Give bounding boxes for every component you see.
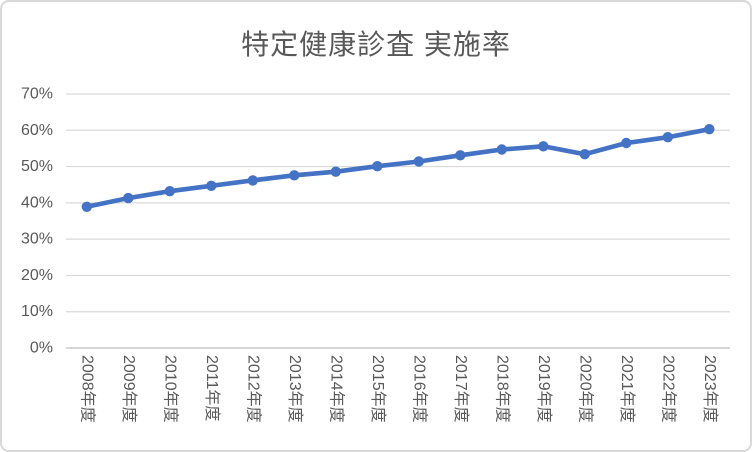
- x-axis-category-label: 2017年度: [452, 355, 470, 423]
- data-point-marker: [372, 161, 383, 172]
- data-point-marker: [621, 137, 632, 149]
- y-axis-tick-label: 0%: [30, 340, 53, 357]
- y-axis-tick-label: 40%: [21, 194, 53, 211]
- x-axis-category-label: 2015年度: [369, 355, 387, 423]
- y-axis-tick-label: 10%: [21, 303, 53, 320]
- y-axis-tick-label: 20%: [21, 267, 53, 284]
- data-point-marker: [538, 141, 549, 152]
- series-line: [84, 126, 712, 210]
- data-point-marker: [496, 144, 507, 155]
- x-axis-category-label: 2010年度: [161, 355, 179, 423]
- x-axis-category-label: 2018年度: [493, 355, 511, 423]
- x-axis-category-label: 2008年度: [78, 355, 96, 423]
- data-point-marker: [330, 166, 341, 177]
- x-axis-category-label: 2021年度: [618, 355, 636, 423]
- x-axis-category-label: 2009年度: [120, 355, 138, 423]
- data-point-marker: [662, 132, 673, 143]
- y-axis-tick-label: 70%: [21, 86, 53, 103]
- data-point-marker: [81, 201, 93, 212]
- x-axis-category-label: 2011年度: [203, 355, 221, 421]
- data-point-marker: [123, 192, 134, 204]
- x-axis-category-label: 2023年度: [701, 355, 719, 423]
- data-point-marker: [704, 124, 715, 135]
- x-axis-category-label: 2019年度: [535, 355, 553, 423]
- x-axis-category-label: 2013年度: [286, 355, 304, 423]
- y-axis-tick-label: 60%: [21, 122, 53, 139]
- x-axis-category-label: 2014年度: [327, 355, 345, 423]
- x-axis-category-label: 2020年度: [576, 355, 594, 423]
- data-point-marker: [206, 180, 217, 191]
- data-point-marker: [247, 175, 258, 186]
- data-point-marker: [579, 149, 590, 160]
- x-axis-category-label: 2022年度: [659, 355, 677, 423]
- data-point-marker: [413, 156, 424, 167]
- data-point-marker: [455, 150, 466, 161]
- y-axis-tick-label: 50%: [21, 158, 53, 175]
- x-axis-category-label: 2016年度: [410, 355, 428, 423]
- data-point-marker: [289, 170, 300, 181]
- x-axis-category-label: 2012年度: [244, 355, 262, 423]
- y-axis-tick-label: 30%: [21, 231, 53, 248]
- data-point-marker: [164, 186, 175, 197]
